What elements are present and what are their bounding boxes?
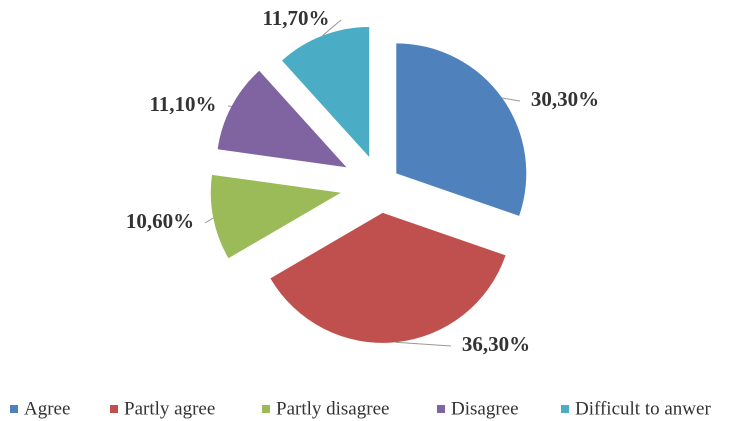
data-label: 10,60% [126,209,194,233]
pie-slice [217,70,347,168]
legend-swatch [437,405,445,413]
pie-slice [396,43,527,216]
leader-line [502,97,521,102]
legend-swatch [561,405,569,413]
data-label: 11,70% [262,6,329,30]
legend-label: Agree [24,398,70,419]
legend-label: Partly agree [124,398,215,419]
data-label: 30,30% [531,87,599,111]
legend-swatch [110,405,118,413]
leader-line [395,341,452,347]
leader-line [322,19,342,37]
legend-swatch [10,405,18,413]
legend-swatch [262,405,270,413]
legend-label: Disagree [451,398,519,419]
legend-label: Partly disagree [276,398,389,419]
pie-slice [210,174,341,259]
pie-slice [282,27,370,158]
data-label: 36,30% [462,332,530,356]
data-label: 11,10% [149,92,216,116]
leader-line [204,217,214,224]
legend-label: Difficult to anwer [575,398,711,419]
pie-slice [270,212,506,343]
